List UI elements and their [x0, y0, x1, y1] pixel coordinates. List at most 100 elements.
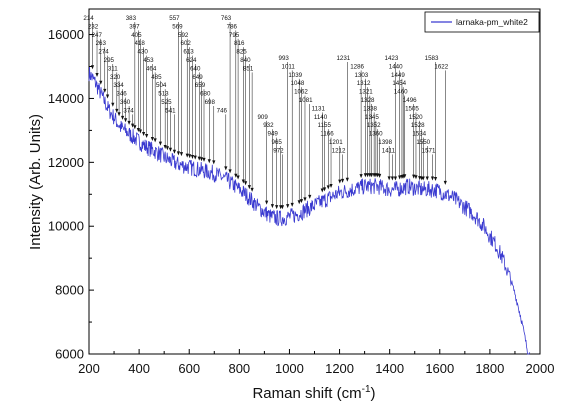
- peak-arrowhead: [378, 173, 382, 178]
- y-tick-label: 8000: [55, 283, 84, 298]
- peak-label: 1201: [329, 139, 343, 146]
- peak-arrowhead: [212, 160, 216, 165]
- peak-arrowhead: [207, 159, 211, 164]
- peak-label: 965: [272, 139, 283, 146]
- x-tick-label: 1200: [325, 361, 354, 376]
- x-axis-title: Raman shift (cm-1): [252, 384, 375, 402]
- peak-arrowhead: [115, 108, 119, 113]
- peak-arrowhead: [322, 187, 327, 192]
- peak-label: 1583: [425, 55, 439, 62]
- peak-arrowhead: [142, 132, 146, 137]
- peak-label: 795: [229, 32, 240, 39]
- peak-label: 346: [116, 91, 127, 98]
- peak-arrowhead: [403, 174, 407, 179]
- peak-label: 1321: [359, 89, 373, 96]
- peak-label: 1155: [318, 122, 332, 129]
- peak-arrowhead: [176, 151, 181, 156]
- peak-arrowhead: [99, 80, 103, 85]
- peak-arrowhead: [120, 115, 125, 120]
- y-tick-label: 6000: [55, 347, 84, 362]
- peak-arrowhead: [370, 173, 374, 178]
- peak-label: 993: [279, 55, 290, 62]
- peak-label: 334: [113, 82, 124, 89]
- x-tick-label: 1600: [425, 361, 454, 376]
- plot-frame: [88, 8, 541, 355]
- peak-label: 430: [137, 49, 148, 56]
- peak-label: 464: [146, 65, 157, 72]
- peak-arrowhead: [393, 176, 398, 181]
- peak-arrowhead: [243, 181, 248, 186]
- peak-arrowhead: [329, 184, 333, 189]
- peak-label: 1286: [350, 63, 364, 70]
- peak-label: 840: [240, 57, 251, 64]
- peak-label: 613: [183, 49, 194, 56]
- legend: larnaka-pm_white2: [424, 11, 540, 33]
- y-axis-title: Intensity (Arb. Units): [27, 114, 44, 250]
- peak-label: 1622: [434, 63, 448, 70]
- peak-label: 1062: [294, 89, 308, 96]
- peak-label: 1360: [369, 131, 383, 138]
- peak-arrowhead: [299, 199, 304, 204]
- x-tick-label: 800: [228, 361, 250, 376]
- peak-label: 680: [200, 91, 211, 98]
- peak-label: 513: [158, 91, 169, 98]
- peak-arrowhead: [105, 94, 110, 99]
- peak-arrowhead: [202, 157, 206, 162]
- peak-label: 1534: [412, 131, 426, 138]
- peak-label: 1571: [422, 147, 436, 154]
- peak-label: 247: [92, 32, 103, 39]
- peak-label: 592: [178, 32, 189, 39]
- y-tick-label: 10000: [48, 219, 84, 234]
- peak-label: 1212: [332, 147, 346, 154]
- peak-label: 569: [172, 23, 183, 30]
- peak-arrowhead: [398, 175, 402, 180]
- peak-label: 1550: [416, 139, 430, 146]
- peak-arrowhead: [150, 136, 154, 141]
- peak-arrowhead: [136, 127, 140, 132]
- y-tick-label: 12000: [48, 155, 84, 170]
- x-tick-label: 2000: [526, 361, 555, 376]
- y-tick-label: 14000: [48, 91, 84, 106]
- legend-label: larnaka-pm_white2: [456, 17, 528, 27]
- peak-arrowhead: [185, 153, 189, 158]
- peak-label: 909: [257, 114, 268, 121]
- peak-arrowhead: [433, 176, 438, 181]
- peak-arrowhead: [340, 178, 345, 183]
- peak-arrowhead: [247, 185, 251, 190]
- peak-label: 1352: [367, 122, 381, 129]
- x-axis-title-superscript: -1: [362, 384, 371, 395]
- peak-arrowhead: [430, 176, 435, 181]
- peak-label: 640: [190, 65, 201, 72]
- peak-arrowhead: [95, 73, 99, 78]
- peak-arrowhead: [363, 173, 367, 178]
- peak-label: 1449: [391, 72, 405, 79]
- peak-label: 949: [268, 131, 279, 138]
- x-axis-ticks: 200 400 600 800 1000 1200 1400 1600 1800 2000: [78, 349, 554, 376]
- peak-arrowhead: [387, 176, 391, 181]
- peak-label: 1312: [357, 80, 371, 87]
- peak-arrowhead: [130, 123, 135, 128]
- peak-label: 1328: [361, 97, 375, 104]
- peak-arrowhead: [158, 141, 163, 146]
- peak-label: 1011: [282, 63, 296, 70]
- peak-arrowhead: [250, 187, 254, 192]
- peak-arrowhead: [421, 176, 425, 181]
- peak-label: 1440: [389, 63, 403, 70]
- peak-arrowhead: [228, 169, 232, 174]
- peak-arrowhead: [193, 155, 197, 160]
- peak-arrowhead: [188, 154, 192, 159]
- peak-label: 383: [126, 15, 137, 22]
- peak-arrowhead: [326, 185, 330, 190]
- x-tick-label: 200: [78, 361, 100, 376]
- peak-arrowhead: [199, 157, 204, 162]
- peak-arrowhead: [236, 175, 240, 180]
- peak-label: 1303: [354, 72, 368, 79]
- peak-label: 1460: [394, 89, 408, 96]
- peak-label: 659: [195, 82, 206, 89]
- peak-label: 232: [88, 23, 99, 30]
- peak-arrowhead: [270, 204, 275, 209]
- peak-arrowhead: [153, 138, 157, 143]
- peak-arrowhead: [111, 102, 115, 107]
- peak-label: 1166: [320, 131, 334, 138]
- peak-arrowhead: [414, 175, 418, 180]
